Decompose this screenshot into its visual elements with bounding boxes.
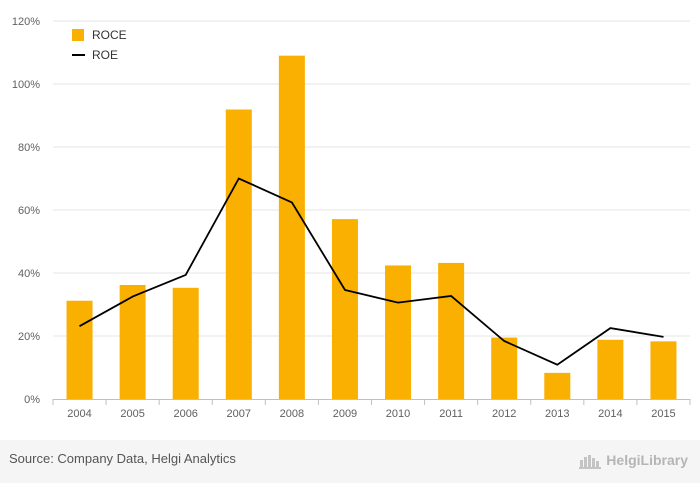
y-tick-label: 40% [18,268,40,280]
source-note: Source: Company Data, Helgi Analytics [9,451,236,466]
bar-2007 [225,109,252,399]
bar-2013 [544,372,571,399]
x-tick-label: 2011 [439,408,463,420]
roe-line [79,177,664,366]
legend[interactable]: ROCE ROE [72,28,127,62]
y-tick-label: 0% [24,394,40,406]
x-tick-label: 2006 [173,408,197,420]
bar-2008 [278,55,305,400]
y-tick-label: 20% [18,331,40,343]
bar-2011 [438,262,465,399]
x-tick-label: 2014 [598,408,622,420]
bar-2005 [119,284,146,399]
bar-2009 [331,219,358,399]
x-tick-label: 2015 [651,408,675,420]
legend-roce-label: ROCE [92,28,127,42]
helgi-library-logo-icon [579,455,602,469]
bar-2006 [172,287,199,399]
x-tick-label: 2008 [280,408,304,420]
y-tick-label: 80% [18,142,40,154]
x-tick-label: 2010 [386,408,410,420]
x-axis: 2004 2005 2006 2007 2008 2009 2010 2011 2012 2013… [52,399,691,420]
footer [0,440,700,483]
x-tick-label: 2004 [67,408,91,420]
bar-2010 [385,265,412,399]
x-tick-label: 2005 [120,408,144,420]
x-tick-label: 2007 [227,408,251,420]
bar-series [66,55,677,400]
legend-roe-label: ROE [92,48,118,62]
brand[interactable]: HelgiLibrary [579,450,688,470]
y-tick-label: 100% [12,79,40,91]
brand-name: HelgiLibrary [606,452,688,468]
bar-2015 [650,341,677,399]
y-tick-label: 120% [12,16,40,28]
bar-2012 [491,337,518,399]
y-axis-ticks: 0% 20% 40% 60% 80% 100% 120% [12,16,40,406]
y-tick-label: 60% [18,205,40,217]
x-tick-label: 2009 [333,408,357,420]
gridlines [53,20,690,337]
chart: 0%20%40%60%80%100%120% 2004 2005 2006 2007 2… [12,16,691,420]
line-series [79,177,664,366]
x-tick-label: 2013 [545,408,569,420]
bar-2004 [66,300,93,399]
x-tick-label: 2012 [492,408,516,420]
bar-2014 [597,339,624,399]
legend-roce-swatch [72,29,84,41]
